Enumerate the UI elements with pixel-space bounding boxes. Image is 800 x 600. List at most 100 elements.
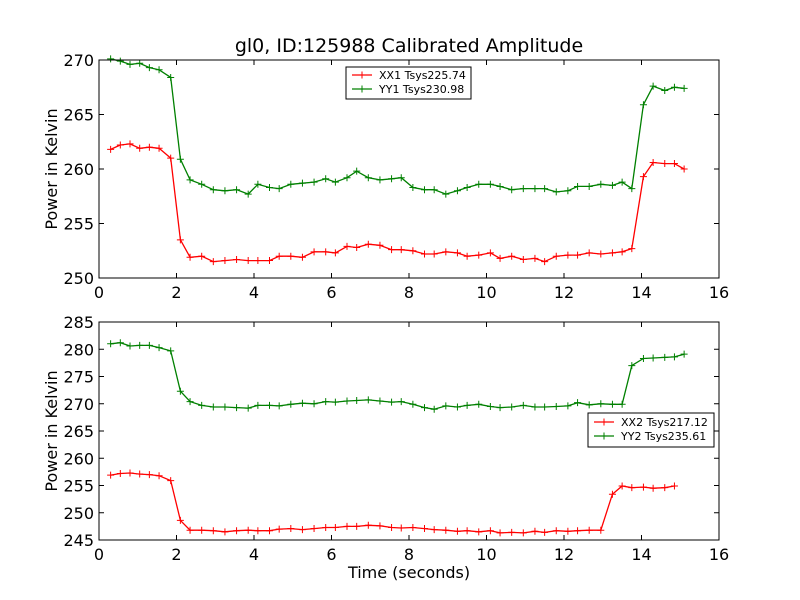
data-point bbox=[670, 482, 678, 490]
data-point bbox=[585, 182, 593, 190]
data-point bbox=[353, 396, 361, 404]
data-point bbox=[364, 521, 372, 529]
data-point bbox=[409, 247, 417, 255]
data-point bbox=[266, 401, 273, 409]
data-point bbox=[496, 182, 504, 190]
data-point bbox=[287, 180, 295, 188]
data-point bbox=[486, 527, 494, 535]
data-point bbox=[670, 160, 678, 168]
data-point bbox=[287, 400, 295, 408]
data-point bbox=[353, 522, 361, 530]
data-point bbox=[298, 253, 306, 261]
data-point bbox=[209, 258, 217, 266]
data-point bbox=[531, 254, 539, 262]
data-point bbox=[322, 175, 330, 183]
x-tick-label: 2 bbox=[171, 545, 181, 564]
data-point bbox=[496, 404, 504, 412]
data-point bbox=[376, 176, 384, 184]
data-point bbox=[244, 257, 252, 265]
data-point bbox=[176, 387, 184, 395]
data-point bbox=[680, 165, 688, 173]
data-point bbox=[453, 403, 461, 411]
data-point bbox=[310, 525, 318, 533]
data-point bbox=[661, 353, 669, 361]
plot-1: 0 2 4 6 8 10 12 14 16 250 255 260 265 270 XX1 Tsys225.… bbox=[63, 51, 729, 302]
data-point bbox=[322, 398, 330, 406]
data-point bbox=[331, 398, 339, 406]
data-point bbox=[233, 255, 241, 263]
data-point bbox=[287, 525, 295, 533]
legend-marker bbox=[600, 418, 608, 426]
data-point bbox=[541, 528, 549, 536]
data-point bbox=[186, 176, 194, 184]
x-tick-label: 2 bbox=[171, 283, 181, 302]
data-point bbox=[608, 490, 616, 498]
data-point bbox=[275, 402, 283, 410]
data-point bbox=[107, 471, 115, 479]
data-point bbox=[552, 527, 560, 535]
data-point bbox=[670, 83, 678, 91]
data-point bbox=[496, 254, 504, 262]
data-point bbox=[597, 180, 605, 188]
y-tick-label: 270 bbox=[63, 395, 94, 414]
y-tick-label: 260 bbox=[63, 160, 94, 179]
data-point bbox=[475, 528, 483, 536]
data-point bbox=[430, 405, 438, 413]
data-point bbox=[167, 347, 175, 355]
data-point bbox=[244, 404, 252, 412]
data-point bbox=[397, 524, 405, 532]
x-tick-label: 0 bbox=[94, 545, 104, 564]
data-point bbox=[442, 190, 450, 198]
legend-label: XX1 Tsys225.74 bbox=[379, 69, 466, 82]
data-point bbox=[155, 472, 163, 480]
data-point bbox=[176, 236, 184, 244]
data-point bbox=[107, 340, 115, 348]
x-tick-label: 16 bbox=[709, 283, 729, 302]
data-point bbox=[442, 402, 450, 410]
legend-box bbox=[587, 412, 715, 448]
x-tick-label: 12 bbox=[554, 283, 574, 302]
data-point bbox=[486, 180, 494, 188]
legend-box bbox=[345, 66, 472, 100]
data-point bbox=[126, 342, 134, 350]
data-point bbox=[608, 181, 616, 189]
data-point bbox=[310, 248, 318, 256]
data-point bbox=[519, 401, 527, 409]
data-point bbox=[649, 354, 657, 362]
data-point bbox=[475, 400, 483, 408]
data-point bbox=[508, 528, 516, 536]
data-point bbox=[463, 527, 471, 535]
data-point bbox=[508, 252, 516, 260]
data-point bbox=[186, 526, 194, 534]
data-point bbox=[453, 249, 461, 257]
data-point bbox=[421, 404, 428, 412]
data-point bbox=[453, 187, 461, 195]
data-point bbox=[310, 178, 318, 186]
data-point bbox=[310, 400, 318, 408]
data-point bbox=[116, 470, 124, 478]
data-point bbox=[618, 482, 626, 490]
data-point bbox=[661, 484, 669, 492]
data-point bbox=[585, 249, 593, 257]
data-point bbox=[107, 145, 115, 153]
x-tick-label: 8 bbox=[404, 545, 414, 564]
data-point bbox=[266, 184, 273, 192]
data-point bbox=[670, 353, 678, 361]
chart-title: gl0, ID:125988 Calibrated Amplitude bbox=[235, 35, 583, 57]
data-point bbox=[618, 248, 626, 256]
data-point bbox=[136, 144, 144, 152]
data-point bbox=[209, 527, 217, 535]
x-tick-label: 6 bbox=[326, 545, 336, 564]
data-point bbox=[155, 344, 163, 352]
y-tick-label: 270 bbox=[63, 51, 94, 70]
y-tick-label: 275 bbox=[63, 368, 94, 387]
data-point bbox=[343, 242, 351, 250]
data-point bbox=[145, 471, 153, 479]
legend-label: YY1 Tsys230.98 bbox=[378, 83, 464, 96]
data-point bbox=[639, 101, 647, 109]
data-point bbox=[649, 484, 657, 492]
data-point bbox=[628, 245, 636, 253]
data-point bbox=[221, 528, 229, 536]
